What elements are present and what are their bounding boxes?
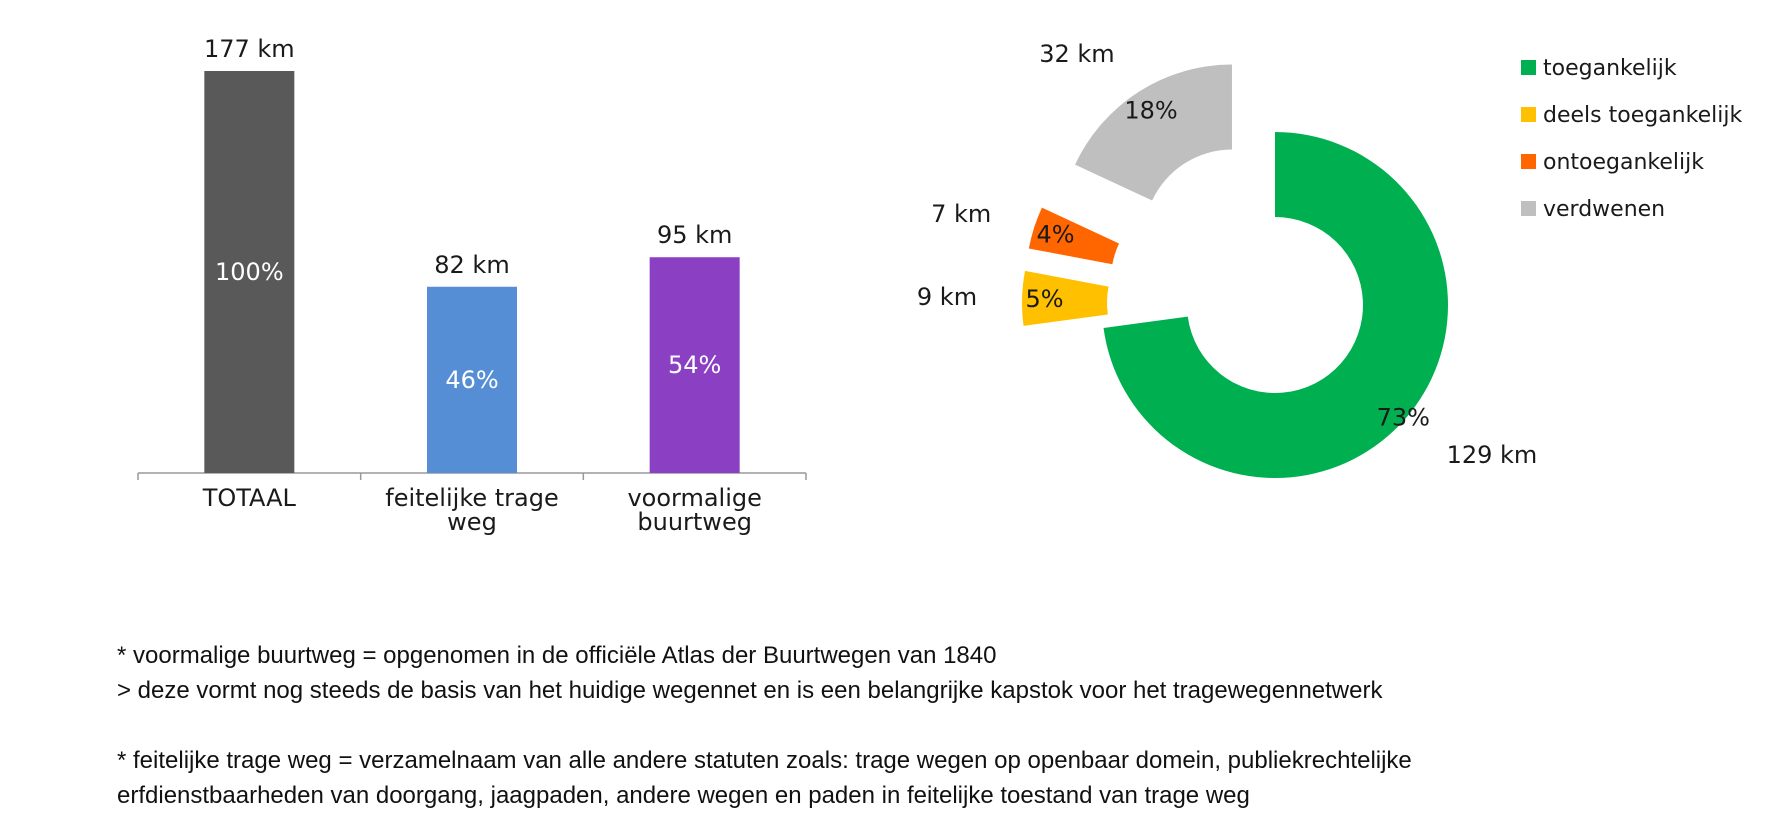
category-label: weg — [447, 508, 497, 536]
legend-label: ontoegankelijk — [1543, 150, 1704, 175]
bar — [649, 257, 740, 473]
legend-swatch — [1521, 201, 1536, 216]
bar-value-label: 95 km — [657, 221, 732, 249]
legend-swatch — [1521, 107, 1536, 122]
bar-value-label: 177 km — [204, 35, 295, 63]
category-label: buurtweg — [637, 508, 752, 536]
legend-label: deels toegankelijk — [1543, 103, 1742, 128]
slice-percent-label: 4% — [1036, 221, 1074, 249]
note-line-2: > deze vormt nog steeds de basis van het… — [117, 677, 1383, 704]
donut-slice — [1022, 270, 1109, 326]
note-line-3: * feitelijke trage weg = verzamelnaam va… — [117, 747, 1412, 774]
bar-percent-label: 54% — [668, 351, 721, 379]
bar — [204, 71, 295, 473]
slice-value-label: 9 km — [917, 283, 977, 311]
legend-label: toegankelijk — [1543, 56, 1677, 81]
note-line-1: * voormalige buurtweg = opgenomen in de … — [117, 642, 997, 669]
category-label: feitelijke trage — [385, 484, 558, 512]
slice-value-label: 129 km — [1447, 441, 1538, 469]
bar-chart: 177 km 100% TOTAAL 82 km 46% feitelijke trage… — [137, 35, 807, 536]
slice-value-label: 32 km — [1039, 40, 1114, 68]
category-label: TOTAAL — [202, 484, 297, 512]
slice-value-label: 7 km — [931, 200, 991, 228]
category-label: voormalige — [627, 484, 761, 512]
bar-percent-label: 100% — [215, 258, 284, 286]
donut-chart: 73% 129 km 5% 9 km 4% 7 km 18% 32 km — [917, 40, 1538, 479]
slice-percent-label: 5% — [1026, 285, 1064, 313]
charts-canvas: 177 km 100% TOTAAL 82 km 46% feitelijke trage… — [137, 35, 1742, 536]
bar — [427, 286, 517, 473]
chart-legend: toegankelijk deels toegankelijk ontoeganke… — [1521, 56, 1742, 222]
slice-percent-label: 73% — [1377, 403, 1430, 431]
donut-slice — [1075, 64, 1232, 201]
slice-percent-label: 18% — [1124, 97, 1177, 125]
note-line-4: erfdienstbaarheden van doorgang, jaagpad… — [117, 782, 1250, 809]
legend-swatch — [1521, 154, 1536, 169]
legend-label: verdwenen — [1543, 197, 1665, 222]
bar-value-label: 82 km — [434, 251, 509, 279]
donut-slice — [1103, 132, 1448, 479]
footnotes: * voormalige buurtweg = opgenomen in de … — [117, 638, 1717, 813]
donut-slice — [1028, 207, 1120, 265]
bar-percent-label: 46% — [445, 366, 498, 394]
legend-swatch — [1521, 60, 1536, 75]
